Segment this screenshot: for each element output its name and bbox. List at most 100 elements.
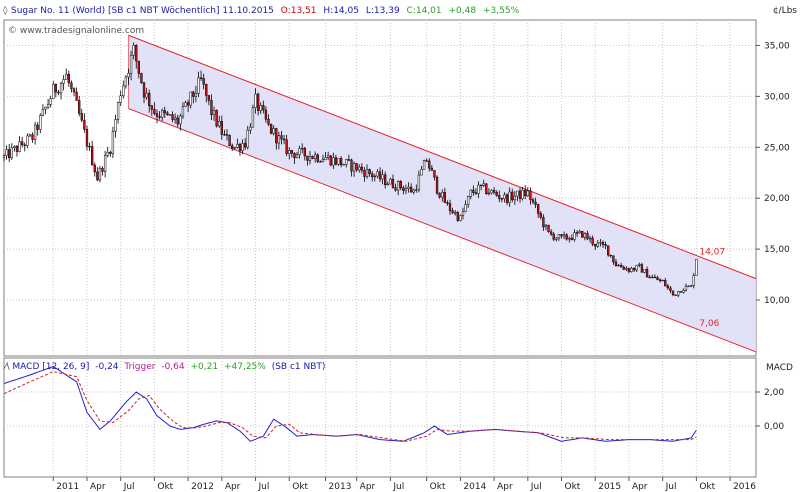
candle-body — [275, 128, 278, 144]
candle-body — [495, 192, 498, 196]
candle-body — [664, 280, 667, 287]
unit-label: ¢/Lbs — [773, 6, 797, 16]
candle-body — [10, 147, 13, 159]
diff-value: +0,21 — [191, 362, 219, 372]
candle-body — [503, 194, 506, 200]
candle-body — [215, 110, 218, 127]
candle-body — [674, 294, 677, 296]
candle-body — [142, 82, 146, 98]
macd-y-axis: 0,00 2,00 — [756, 388, 784, 432]
candle-body — [511, 191, 514, 201]
candle-body — [186, 102, 190, 106]
candles — [2, 42, 698, 298]
candle-body — [365, 169, 369, 177]
candle-body — [161, 110, 164, 118]
candle-body — [415, 189, 418, 191]
candle-body — [666, 285, 669, 289]
candle-body — [197, 77, 200, 94]
candle-body — [417, 174, 421, 191]
low-value: L:13,39 — [366, 6, 400, 16]
candle-body — [88, 145, 91, 148]
candle-body — [277, 135, 281, 144]
candle-body — [238, 144, 242, 151]
candle-body — [155, 113, 159, 117]
candle-body — [482, 183, 485, 186]
candle-body — [612, 255, 615, 263]
candle-body — [394, 187, 397, 191]
candle-body — [420, 169, 423, 176]
candle-body — [601, 242, 605, 245]
watermark: © www.tradesignalonline.com — [8, 26, 144, 36]
candle-body — [477, 184, 480, 194]
x-axis: 2011 Apr Jul Okt 2012 Apr Jul Okt 2013 Apr Jul Okt 2… — [52, 477, 756, 492]
macd-tick-label: 2,00 — [764, 388, 784, 398]
x-tick-label: 2012 — [191, 482, 214, 492]
candle-body — [241, 143, 244, 151]
candle-body — [583, 233, 587, 238]
candle-body — [537, 204, 540, 214]
candle-body — [381, 174, 384, 180]
candle-body — [578, 230, 581, 234]
candle-body — [205, 84, 208, 96]
candle-body — [295, 154, 299, 159]
candle-body — [459, 215, 462, 221]
candle-body — [303, 147, 306, 157]
candle-body — [272, 128, 275, 134]
x-tick-label: 2016 — [733, 482, 756, 492]
candle-body — [607, 245, 610, 256]
candle-body — [352, 163, 356, 172]
candle-body — [332, 157, 335, 166]
candle-body — [622, 266, 625, 270]
candle-body — [231, 145, 234, 149]
x-tick-label: Jul — [123, 482, 135, 492]
candle-body — [645, 269, 649, 278]
candle-body — [599, 242, 602, 244]
candle-body — [179, 115, 182, 125]
candle-body — [428, 160, 431, 169]
candle-body — [189, 91, 192, 106]
candle-body — [492, 190, 496, 193]
candle-body — [627, 268, 631, 272]
candle-body — [456, 212, 459, 221]
candle-body — [67, 73, 70, 84]
candle-body — [373, 175, 376, 178]
channel-lower-line — [128, 108, 757, 353]
candle-body — [425, 160, 428, 162]
price-tick-label: 20,00 — [764, 194, 790, 204]
candle-body — [531, 199, 535, 203]
x-tick-label: Jul — [665, 482, 677, 492]
candle-body — [148, 92, 151, 106]
candle-body — [355, 163, 358, 171]
candle-body — [163, 110, 166, 114]
candle-body — [684, 285, 688, 291]
ticker-icon: ◊ — [3, 5, 8, 16]
macd-gridlines — [4, 358, 756, 477]
candle-body — [103, 155, 107, 172]
candle-body — [609, 254, 612, 257]
candle-body — [544, 224, 548, 228]
candle-body — [505, 194, 509, 203]
candle-body — [461, 211, 465, 216]
candle-body — [358, 166, 361, 171]
candle-body — [321, 159, 325, 162]
candle-body — [220, 121, 223, 135]
macd-panel: 0,00 2,00 — [3, 357, 784, 478]
channel-value-label: 7,06 — [699, 319, 719, 329]
candle-body — [474, 192, 478, 194]
candle-body — [690, 285, 693, 287]
candle-body — [293, 152, 296, 159]
candle-body — [500, 198, 504, 200]
candle-body — [539, 213, 542, 218]
candle-body — [114, 119, 117, 132]
candle-body — [41, 108, 45, 116]
candle-body — [109, 151, 112, 154]
candle-body — [469, 189, 472, 197]
candle-body — [407, 186, 410, 189]
candle-body — [288, 150, 291, 155]
candle-body — [446, 202, 449, 204]
candle-body — [8, 149, 11, 159]
trigger-series-line — [3, 371, 697, 442]
candle-body — [334, 157, 338, 165]
candle-body — [337, 158, 340, 165]
candle-body — [18, 141, 21, 152]
